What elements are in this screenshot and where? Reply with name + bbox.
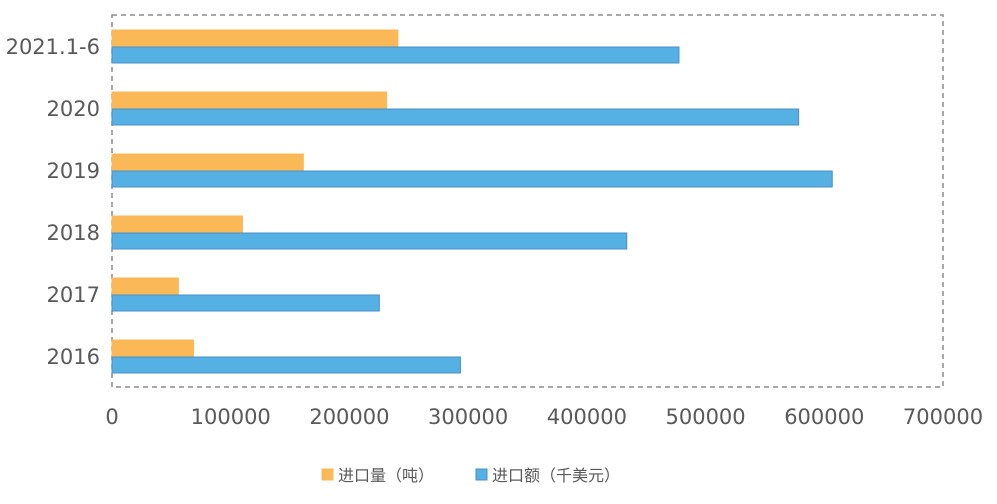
bar-import-volume-2018	[111, 215, 243, 233]
x-tick-label: 500000	[665, 405, 745, 429]
bar-import-value-2019	[111, 170, 833, 188]
bar-import-value-2021.1-6	[111, 46, 680, 64]
x-tick-label: 400000	[547, 405, 627, 429]
bar-import-value-2017	[111, 294, 380, 312]
plot-area-border	[111, 14, 944, 388]
x-tick-label: 100000	[191, 405, 271, 429]
legend-swatch	[321, 468, 334, 481]
x-tick-label: 700000	[903, 405, 983, 429]
y-tick-label: 2017	[47, 283, 100, 307]
legend: 进口量（吨） 进口额（千美元）	[321, 466, 620, 485]
x-tick-label: 0	[105, 405, 118, 429]
bar-import-value-2016	[111, 356, 461, 374]
legend-label: 进口量（吨）	[338, 466, 434, 485]
bar-import-volume-2020	[111, 91, 388, 109]
y-tick-label: 2020	[47, 97, 100, 121]
bar-import-value-2018	[111, 232, 628, 250]
x-tick-label: 300000	[428, 405, 508, 429]
bar-import-volume-2021.1-6	[111, 29, 399, 47]
bar-import-value-2020	[111, 108, 800, 126]
y-tick-label: 2019	[47, 159, 100, 183]
bar-import-volume-2019	[111, 153, 304, 171]
y-tick-label: 2016	[47, 345, 100, 369]
legend-swatch	[475, 468, 488, 481]
y-tick-label: 2018	[47, 221, 100, 245]
bar-import-volume-2017	[111, 277, 179, 295]
legend-label: 进口额（千美元）	[492, 466, 620, 485]
bar-import-volume-2016	[111, 339, 195, 357]
y-tick-label: 2021.1-6	[6, 35, 100, 59]
x-tick-label: 200000	[309, 405, 389, 429]
x-tick-label: 600000	[784, 405, 864, 429]
